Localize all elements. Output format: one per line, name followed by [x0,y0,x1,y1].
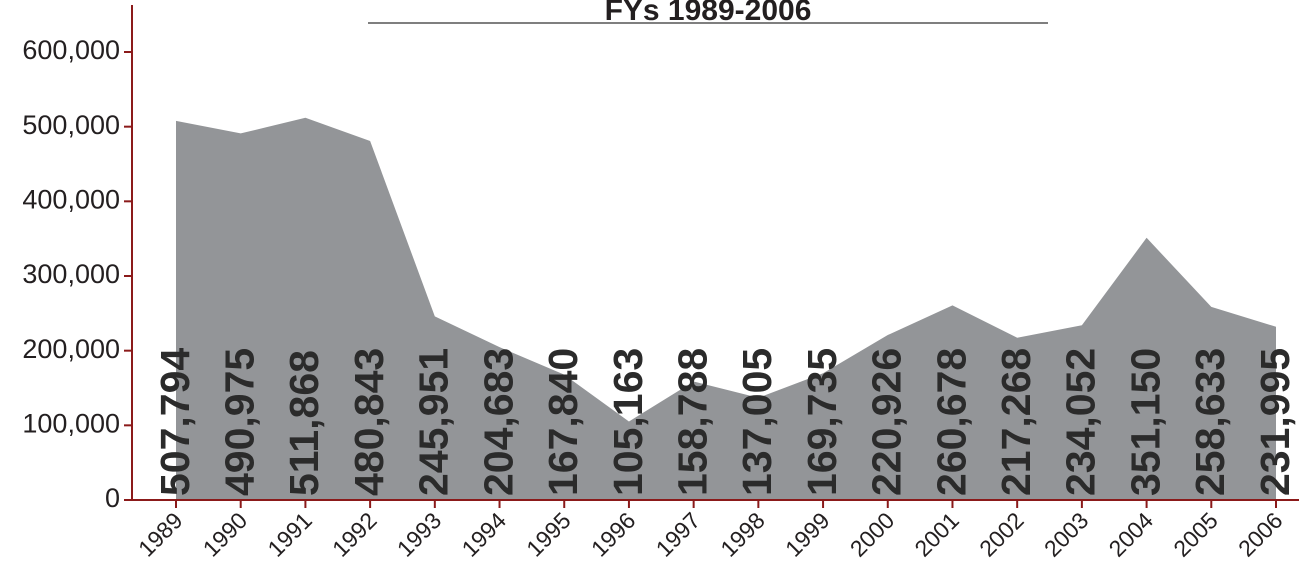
x-tick-label: 1994 [456,507,511,562]
data-label: 105,163 [605,348,651,496]
y-tick-label: 500,000 [22,110,120,140]
data-label: 204,683 [475,348,521,496]
x-tick-label: 1997 [651,507,706,562]
x-tick-label: 1998 [715,507,770,562]
data-label: 245,951 [411,348,457,496]
data-label: 158,788 [669,348,715,496]
data-label: 234,052 [1058,348,1104,496]
data-label: 217,268 [993,348,1039,496]
data-label: 258,633 [1187,348,1233,496]
x-tick-label: 1989 [133,507,188,562]
data-label: 231,995 [1252,348,1298,496]
y-tick-label: 300,000 [22,259,120,289]
data-label: 260,678 [928,348,974,496]
data-label: 507,794 [152,348,198,496]
x-tick-label: 2001 [909,507,964,562]
y-tick-label: 600,000 [22,35,120,65]
x-tick-label: 1991 [262,507,317,562]
x-tick-label: 1996 [586,507,641,562]
x-tick-label: 2006 [1233,507,1288,562]
data-label: 351,150 [1122,348,1168,496]
x-tick-label: 2005 [1168,507,1223,562]
data-label: 167,840 [540,348,586,496]
y-tick-label: 0 [105,483,120,513]
x-tick-label: 1990 [198,507,253,562]
y-tick-label: 400,000 [22,184,120,214]
y-tick-label: 100,000 [22,408,120,438]
data-label: 490,975 [217,348,263,496]
area [176,117,1276,500]
x-tick-label: 2004 [1104,507,1159,562]
data-label: 480,843 [346,348,392,496]
y-tick-label: 200,000 [22,334,120,364]
x-tick-label: 2002 [974,507,1029,562]
x-tick-label: 1995 [521,507,576,562]
x-tick-label: 2000 [845,507,900,562]
x-tick-label: 1999 [780,507,835,562]
data-label: 511,868 [281,350,327,496]
data-label: 137,005 [734,348,780,496]
x-tick-label: 1993 [392,507,447,562]
x-tick-label: 2003 [1039,507,1094,562]
data-label: 169,735 [799,348,845,496]
x-tick-label: 1992 [327,507,382,562]
data-label: 220,926 [864,348,910,496]
